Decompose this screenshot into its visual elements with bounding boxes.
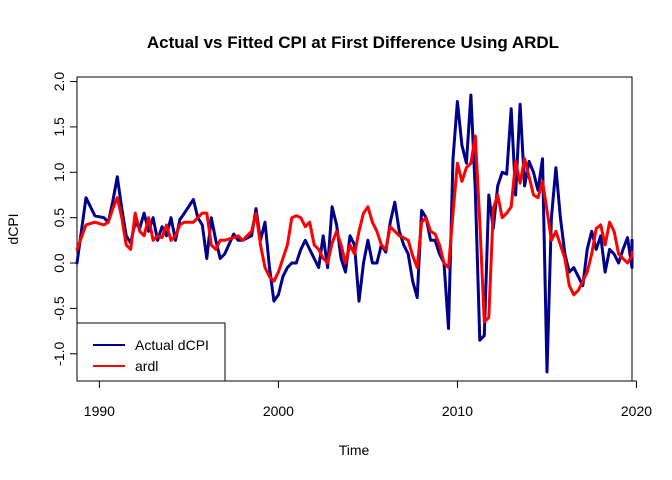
x-axis: 1990 2000 2010 2020 (84, 380, 652, 419)
y-tick-label: 2.0 (51, 72, 67, 92)
series-line-ardl (75, 134, 634, 324)
x-tick-label: 2020 (621, 403, 652, 419)
y-tick-label: 1.5 (51, 117, 67, 137)
y-tick-label: 1.0 (51, 162, 67, 182)
y-tick-label: -1.0 (51, 342, 67, 366)
legend-label-ardl: ardl (135, 358, 158, 374)
y-tick-label: 0.0 (51, 253, 67, 273)
legend-box (76, 322, 226, 382)
series-layer (75, 93, 634, 374)
y-axis-label: dCPI (5, 213, 21, 244)
chart-title: Actual vs Fitted CPI at First Difference… (147, 33, 559, 52)
y-tick-label: 0.5 (51, 208, 67, 228)
y-axis: -1.0 -0.5 0.0 0.5 1.0 1.5 2.0 (51, 72, 78, 366)
x-tick-label: 2000 (263, 403, 294, 419)
x-tick-label: 1990 (84, 403, 115, 419)
x-axis-label: Time (339, 442, 370, 458)
series-line-actual (75, 93, 634, 374)
legend-label-actual: Actual dCPI (135, 337, 209, 353)
x-tick-label: 2010 (442, 403, 473, 419)
y-tick-label: -0.5 (51, 296, 67, 320)
legend: Actual dCPI ardl (76, 322, 226, 382)
